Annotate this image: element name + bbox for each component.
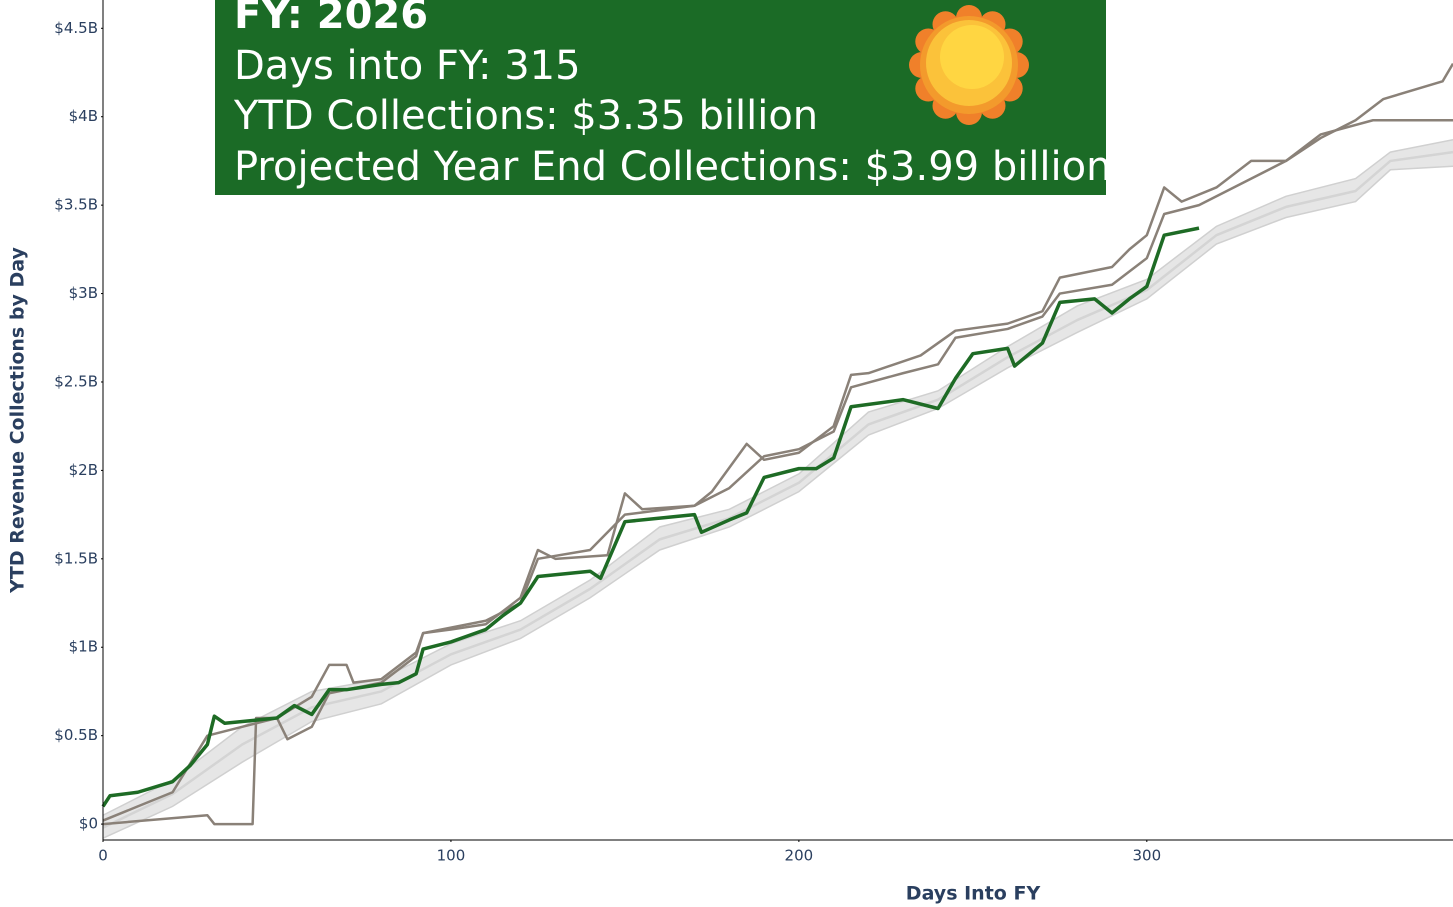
series-line bbox=[102, 119, 1453, 826]
y-tick-label: $0 bbox=[79, 815, 98, 833]
y-tick-label: $4.5B bbox=[54, 19, 98, 37]
y-tick-label: $4B bbox=[69, 107, 98, 125]
plot-area bbox=[101, 63, 1453, 839]
annotation-line: YTD Collections: $3.35 billion bbox=[233, 93, 818, 139]
y-tick-label: $2.5B bbox=[54, 372, 98, 390]
y-tick-label: $1.5B bbox=[54, 549, 98, 567]
y-tick-label: $2B bbox=[69, 461, 98, 479]
x-tick-label: 200 bbox=[785, 847, 814, 865]
sun-icon bbox=[909, 5, 1029, 125]
x-axis-title: Days Into FY bbox=[906, 883, 1041, 905]
y-tick-label: $3.5B bbox=[54, 196, 98, 214]
series-line bbox=[101, 226, 1200, 808]
x-tick-label: 0 bbox=[98, 847, 108, 865]
annotation-line: Projected Year End Collections: $3.99 bi… bbox=[234, 144, 1111, 190]
series-line bbox=[102, 63, 1453, 822]
series-line bbox=[102, 150, 1453, 829]
annotation-line: FY: 2026 bbox=[234, 0, 428, 38]
sun-shine bbox=[940, 25, 1004, 89]
annotation-line: Days into FY: 315 bbox=[234, 43, 581, 89]
range-band bbox=[103, 139, 1453, 839]
band-edge bbox=[102, 165, 1453, 839]
band-edge bbox=[102, 138, 1453, 816]
x-tick-label: 300 bbox=[1132, 847, 1161, 865]
y-tick-label: $1B bbox=[69, 638, 98, 656]
x-tick-label: 100 bbox=[437, 847, 466, 865]
y-axis-title: YTD Revenue Collections by Day bbox=[7, 247, 29, 594]
y-tick-label: $3B bbox=[69, 284, 98, 302]
y-tick-label: $0.5B bbox=[54, 726, 98, 744]
